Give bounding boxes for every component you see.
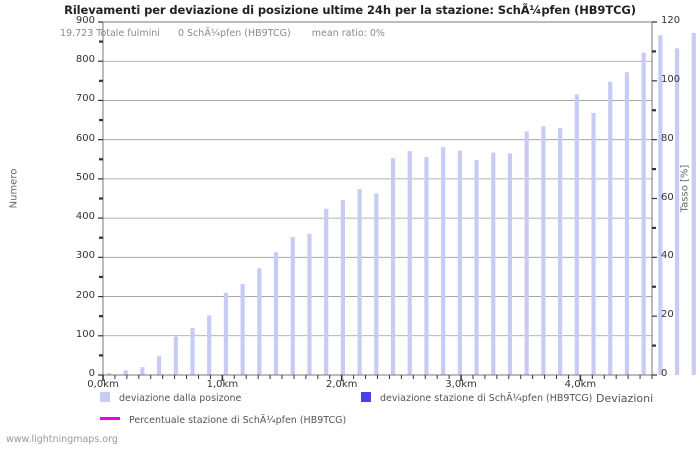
legend-label-0: deviazione dalla posizone xyxy=(119,393,242,404)
y2-tick-label: 60 xyxy=(661,191,674,203)
chart-subtitle: 19.723 Totale fulmini 0 SchÃ¼pfen (HB9TC… xyxy=(60,28,385,39)
y-axis-title: Numero xyxy=(8,168,20,209)
x-tick-label: 1,0km xyxy=(206,379,239,390)
bar-series xyxy=(106,32,696,376)
legend-label-2: Percentuale stazione di SchÃ¼pfen (HB9TC… xyxy=(129,415,347,426)
page-title: Rilevamenti per deviazione di posizione … xyxy=(64,3,636,17)
footer-watermark: www.lightningmaps.org xyxy=(6,434,118,445)
y-tick-label: 900 xyxy=(75,15,95,26)
y2-axis-title: Tasso [%] xyxy=(679,164,691,213)
y2-tick-label: 120 xyxy=(661,15,681,26)
y2-tick-label: 40 xyxy=(661,250,674,262)
legend-line-percentuale xyxy=(100,417,120,420)
y2-tick-label: 80 xyxy=(661,132,674,144)
y2-tick-label: 20 xyxy=(661,309,674,321)
y-tick-label: 800 xyxy=(75,54,95,66)
legend-item-2: Percentuale stazione di SchÃ¼pfen (HB9TC… xyxy=(100,415,346,426)
legend-swatch-deviazione-posizione xyxy=(100,392,110,402)
y-tick-label: 700 xyxy=(75,93,95,105)
y-tick-label: 500 xyxy=(75,171,95,183)
legend-label-1: deviazione stazione di SchÃ¼pfen (HB9TCG… xyxy=(380,393,593,404)
y-tick-label: 400 xyxy=(75,211,95,223)
y-tick-label: 600 xyxy=(75,132,95,144)
legend-swatch-deviazione-stazione xyxy=(361,392,371,402)
x-tick-label: 3,0km xyxy=(445,379,477,390)
legend-item-1: deviazione stazione di SchÃ¼pfen (HB9TCG… xyxy=(361,392,592,404)
tick-marks xyxy=(98,21,657,381)
x-tick-label: 4,0km xyxy=(564,379,597,390)
x-tick-label: 0,0km xyxy=(87,379,119,390)
y-tick-label: 300 xyxy=(75,250,95,262)
y-tick-label: 100 xyxy=(75,328,95,340)
y-tick-label: 200 xyxy=(75,289,95,301)
y2-tick-label: 0 xyxy=(661,368,668,379)
legend-item-0: deviazione dalla posizone xyxy=(100,392,241,404)
y2-tick-label: 100 xyxy=(661,73,681,85)
x-tick-label: 2,0km xyxy=(325,379,358,390)
legend-axis-group-label: Deviazioni xyxy=(596,392,654,405)
y-tick-label: 0 xyxy=(88,368,95,379)
